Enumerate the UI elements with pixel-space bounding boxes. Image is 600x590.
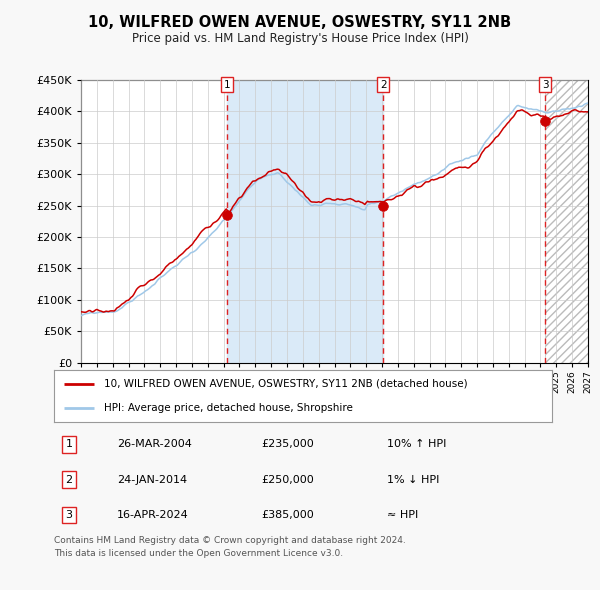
- Text: 2: 2: [65, 475, 73, 484]
- Bar: [545, 80, 588, 363]
- Text: 1: 1: [65, 440, 73, 449]
- Text: This data is licensed under the Open Government Licence v3.0.: This data is licensed under the Open Gov…: [54, 549, 343, 558]
- Text: HPI: Average price, detached house, Shropshire: HPI: Average price, detached house, Shro…: [104, 403, 353, 413]
- Bar: [227, 80, 383, 363]
- Text: 10, WILFRED OWEN AVENUE, OSWESTRY, SY11 2NB (detached house): 10, WILFRED OWEN AVENUE, OSWESTRY, SY11 …: [104, 379, 467, 389]
- Text: 10, WILFRED OWEN AVENUE, OSWESTRY, SY11 2NB: 10, WILFRED OWEN AVENUE, OSWESTRY, SY11 …: [88, 15, 512, 30]
- Text: 1% ↓ HPI: 1% ↓ HPI: [387, 475, 439, 484]
- Bar: [545, 80, 588, 363]
- Text: ≈ HPI: ≈ HPI: [387, 510, 418, 520]
- Text: 3: 3: [65, 510, 73, 520]
- Text: 2: 2: [380, 80, 386, 90]
- Text: £385,000: £385,000: [261, 510, 314, 520]
- Text: £235,000: £235,000: [261, 440, 314, 449]
- Text: 24-JAN-2014: 24-JAN-2014: [117, 475, 187, 484]
- Text: 10% ↑ HPI: 10% ↑ HPI: [387, 440, 446, 449]
- Text: £250,000: £250,000: [261, 475, 314, 484]
- Text: 16-APR-2024: 16-APR-2024: [117, 510, 189, 520]
- Text: 3: 3: [542, 80, 548, 90]
- Text: 26-MAR-2004: 26-MAR-2004: [117, 440, 192, 449]
- Text: 1: 1: [224, 80, 230, 90]
- Text: Price paid vs. HM Land Registry's House Price Index (HPI): Price paid vs. HM Land Registry's House …: [131, 32, 469, 45]
- Text: Contains HM Land Registry data © Crown copyright and database right 2024.: Contains HM Land Registry data © Crown c…: [54, 536, 406, 545]
